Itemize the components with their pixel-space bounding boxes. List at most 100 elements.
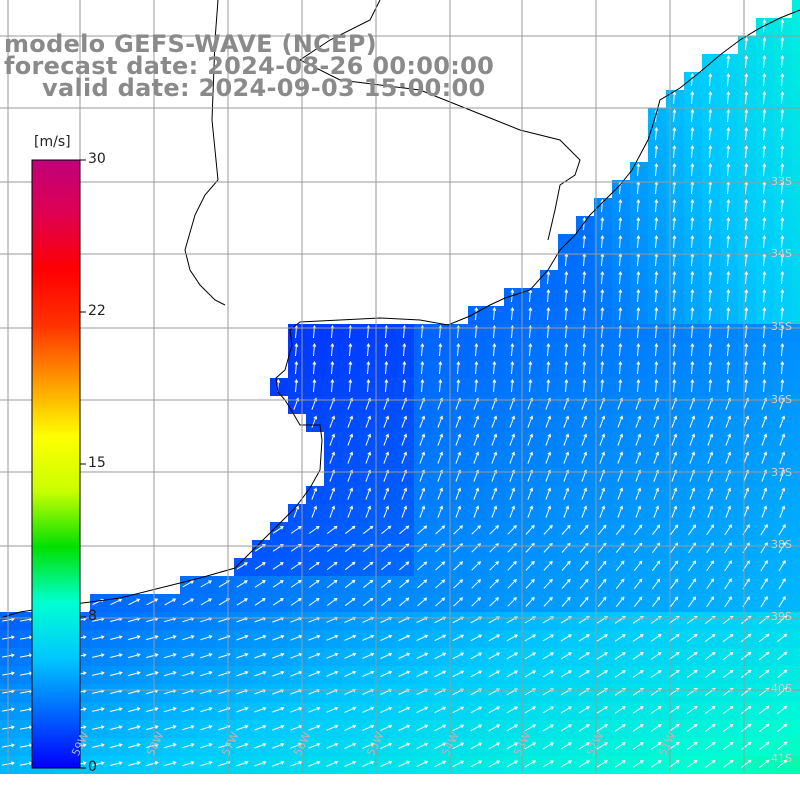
wind-arrowhead bbox=[330, 343, 335, 347]
wind-speed-cell bbox=[702, 234, 720, 252]
wind-arrowhead bbox=[388, 652, 393, 657]
wind-arrow bbox=[470, 724, 482, 732]
wind-arrow bbox=[560, 760, 572, 768]
wind-arrowhead bbox=[312, 379, 317, 383]
wind-speed-cell bbox=[720, 450, 738, 468]
wind-arrow bbox=[416, 724, 428, 732]
wind-speed-cell bbox=[702, 306, 720, 324]
wind-arrow bbox=[763, 235, 765, 249]
wind-arrow bbox=[128, 617, 140, 623]
wind-arrowhead bbox=[460, 688, 465, 693]
wind-speed-cell bbox=[738, 252, 756, 270]
wind-arrowhead bbox=[564, 307, 569, 311]
wind-speed-cell bbox=[576, 306, 594, 324]
wind-arrowhead bbox=[783, 723, 788, 728]
wind-arrowhead bbox=[388, 760, 393, 765]
wind-speed-cell bbox=[396, 432, 414, 450]
wind-arrow bbox=[20, 744, 32, 748]
wind-arrow bbox=[527, 434, 533, 446]
wind-arrow bbox=[128, 635, 140, 641]
wind-arrowhead bbox=[636, 289, 641, 293]
wind-arrow bbox=[385, 343, 387, 357]
wind-arrowhead bbox=[780, 307, 785, 311]
wind-arrowhead bbox=[403, 415, 408, 420]
wind-arrow bbox=[650, 706, 662, 714]
wind-arrowhead bbox=[387, 561, 392, 566]
wind-arrow bbox=[743, 452, 749, 464]
wind-arrowhead bbox=[690, 127, 695, 131]
wind-arrowhead bbox=[620, 542, 625, 547]
wind-arrowhead bbox=[692, 560, 697, 565]
wind-arrowhead bbox=[492, 343, 497, 347]
wind-speed-cell bbox=[612, 558, 630, 576]
wind-arrowhead bbox=[262, 670, 267, 675]
wind-speed-cell bbox=[558, 252, 576, 270]
wind-speed-cell bbox=[360, 630, 378, 648]
wind-arrow bbox=[473, 434, 479, 446]
wind-arrowhead bbox=[604, 706, 608, 710]
wind-speed-cell bbox=[792, 666, 800, 684]
wind-speed-cell bbox=[414, 648, 432, 666]
wind-arrowhead bbox=[136, 598, 141, 603]
wind-speed-cell bbox=[630, 450, 648, 468]
wind-arrowhead bbox=[691, 433, 696, 438]
wind-arrow bbox=[452, 652, 464, 660]
wind-arrow bbox=[295, 343, 297, 357]
wind-arrow bbox=[164, 743, 176, 749]
wind-arrow bbox=[777, 705, 787, 715]
wind-arrow bbox=[92, 654, 104, 658]
wind-speed-cell bbox=[432, 432, 450, 450]
wind-arrow bbox=[311, 506, 317, 518]
wind-arrowhead bbox=[457, 505, 462, 510]
wind-arrow bbox=[362, 653, 374, 659]
wind-arrow bbox=[652, 542, 660, 554]
wind-arrow bbox=[707, 434, 713, 446]
wind-arrow bbox=[313, 343, 315, 357]
wind-speed-cell bbox=[702, 252, 720, 270]
wind-arrow bbox=[709, 217, 711, 231]
wind-arrow bbox=[385, 361, 387, 375]
wind-arrowhead bbox=[208, 653, 213, 657]
wind-arrowhead bbox=[636, 271, 641, 275]
wind-speed-cell bbox=[342, 756, 360, 774]
wind-speed-cell bbox=[576, 432, 594, 450]
wind-speed-cell bbox=[612, 738, 630, 756]
wind-arrow bbox=[724, 596, 732, 608]
wind-arrow bbox=[727, 127, 729, 141]
wind-arrow bbox=[437, 506, 443, 518]
wind-arrowhead bbox=[154, 761, 159, 765]
wind-arrow bbox=[20, 726, 32, 730]
wind-arrow bbox=[488, 706, 500, 714]
wind-arrowhead bbox=[294, 361, 299, 365]
wind-speed-cell bbox=[774, 576, 792, 594]
wind-arrowhead bbox=[637, 451, 642, 456]
wind-speed-cell bbox=[234, 648, 252, 666]
wind-arrow bbox=[254, 689, 266, 695]
wind-arrow bbox=[745, 181, 747, 195]
wind-speed-cell bbox=[774, 432, 792, 450]
wind-arrow bbox=[344, 561, 356, 571]
wind-speed-cell bbox=[378, 684, 396, 702]
wind-arrow bbox=[272, 689, 284, 695]
wind-arrowhead bbox=[726, 361, 731, 365]
wind-arrow bbox=[691, 73, 693, 87]
wind-speed-cell bbox=[738, 414, 756, 432]
wind-arrow bbox=[525, 525, 535, 535]
wind-arrow bbox=[344, 635, 356, 641]
wind-arrowhead bbox=[366, 343, 371, 347]
wind-arrowhead bbox=[331, 433, 336, 438]
wind-arrow bbox=[20, 672, 32, 676]
wind-arrow bbox=[583, 361, 585, 375]
wind-speed-cell bbox=[234, 630, 252, 648]
wind-speed-cell bbox=[486, 378, 504, 396]
wind-speed-cell bbox=[702, 72, 720, 90]
wind-arrow bbox=[565, 361, 567, 375]
wind-speed-cell bbox=[324, 756, 342, 774]
wind-speed-cell bbox=[720, 756, 738, 774]
wind-arrowhead bbox=[565, 415, 570, 420]
wind-arrow bbox=[655, 289, 657, 303]
wind-speed-cell bbox=[558, 342, 576, 360]
wind-arrow bbox=[110, 598, 122, 606]
wind-arrow bbox=[597, 543, 607, 553]
wind-speed-cell bbox=[396, 720, 414, 738]
